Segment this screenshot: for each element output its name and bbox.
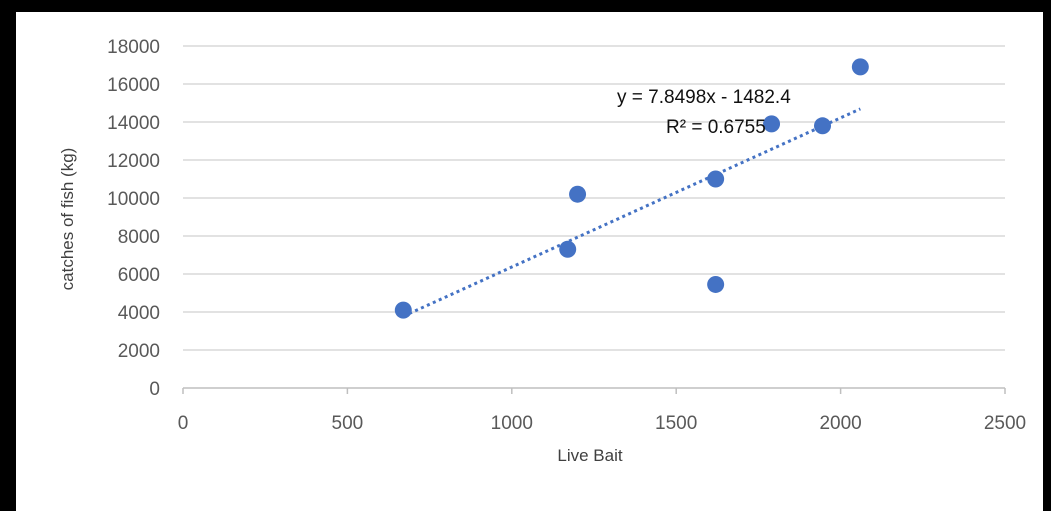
grid-lines [183, 45, 1005, 351]
data-point [763, 115, 781, 133]
y-tick-label: 18000 [107, 37, 160, 58]
data-point [394, 301, 412, 319]
x-tick-label: 0 [178, 413, 189, 434]
x-tick-label: 2500 [984, 413, 1026, 434]
x-tick-label: 1000 [491, 413, 533, 434]
y-tick-label: 16000 [107, 75, 160, 96]
data-point [814, 117, 832, 135]
y-tick-label: 14000 [107, 113, 160, 134]
y-tick-label: 0 [149, 379, 160, 400]
data-point [851, 58, 869, 76]
data-point [569, 185, 587, 203]
data-points [394, 58, 869, 319]
y-tick-label: 10000 [107, 189, 160, 210]
trendline-r-squared: R² = 0.6755 [666, 117, 766, 138]
x-tick-marks [182, 388, 1006, 394]
trendline [402, 107, 861, 318]
trendline-equation: y = 7.8498x - 1482.4 [617, 87, 791, 108]
data-point [559, 240, 577, 258]
x-axis-title: Live Bait [557, 446, 622, 465]
y-tick-label: 6000 [118, 265, 160, 286]
x-tick-label: 2000 [819, 413, 861, 434]
y-tick-label: 8000 [118, 227, 160, 248]
x-tick-label: 1500 [655, 413, 697, 434]
x-tick-label: 500 [332, 413, 364, 434]
y-axis-title: catches of fish (kg) [58, 148, 77, 291]
data-point [707, 275, 725, 293]
data-point [707, 170, 725, 188]
y-tick-label: 12000 [107, 151, 160, 172]
y-tick-label: 4000 [118, 303, 160, 324]
y-tick-labels: 0 2000 4000 6000 8000 10000 12000 14000 16000 180… [107, 37, 160, 400]
x-tick-labels: 0 500 1000 1500 2000 2500 [178, 413, 1026, 434]
y-tick-label: 2000 [118, 341, 160, 362]
